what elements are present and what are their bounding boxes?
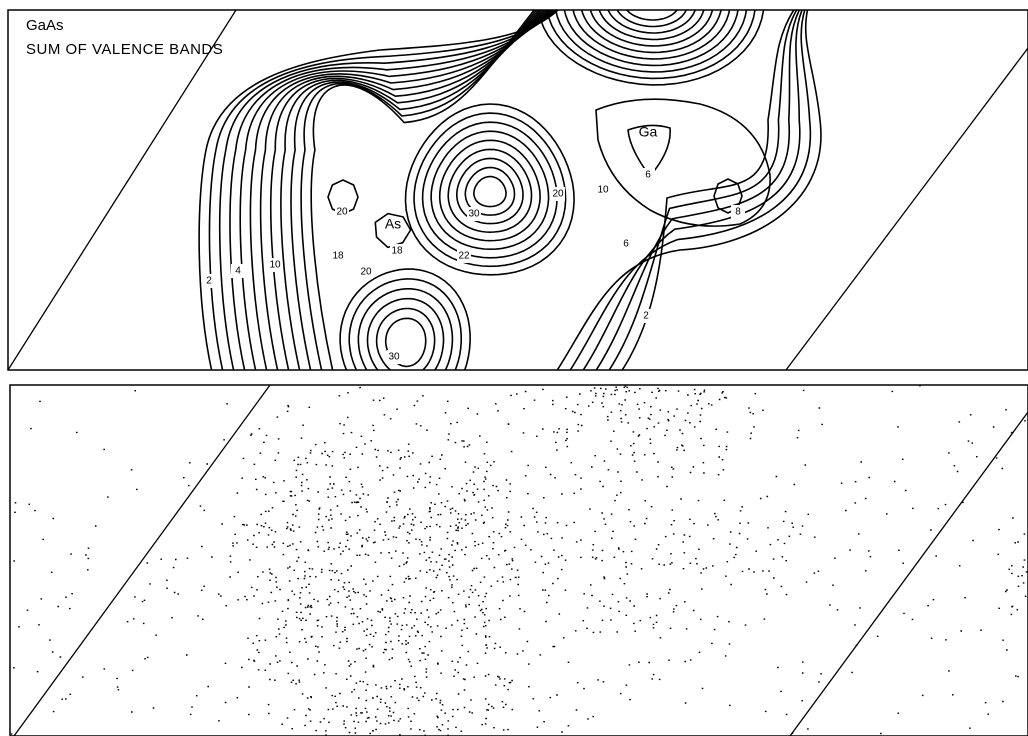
contour-label: 30 bbox=[468, 209, 480, 220]
contour-label: 20 bbox=[552, 189, 564, 200]
contour-label: 22 bbox=[458, 251, 470, 262]
contour-label: 6 bbox=[623, 239, 629, 250]
contour-label: 2 bbox=[206, 276, 212, 287]
contour-label: 2 bbox=[643, 311, 649, 322]
contour-label: 10 bbox=[597, 185, 609, 196]
figure: GaAs SUM OF VALENCE BANDS GaAs2410182020… bbox=[0, 0, 1028, 736]
contour-label: 20 bbox=[360, 267, 372, 278]
figure-title: GaAs bbox=[26, 17, 64, 34]
contour-label: 6 bbox=[645, 170, 651, 181]
background bbox=[0, 0, 1028, 736]
contour-label: 10 bbox=[269, 260, 281, 271]
atom-label: Ga bbox=[639, 124, 658, 140]
atom-label: As bbox=[385, 216, 401, 232]
contour-label: 8 bbox=[735, 207, 741, 218]
figure-subtitle: SUM OF VALENCE BANDS bbox=[26, 41, 223, 58]
contour-label: 20 bbox=[336, 207, 348, 218]
contour-label: 18 bbox=[391, 246, 403, 257]
contour-label: 18 bbox=[332, 251, 344, 262]
contour-label: 4 bbox=[235, 266, 241, 277]
contour-label: 30 bbox=[388, 352, 400, 363]
